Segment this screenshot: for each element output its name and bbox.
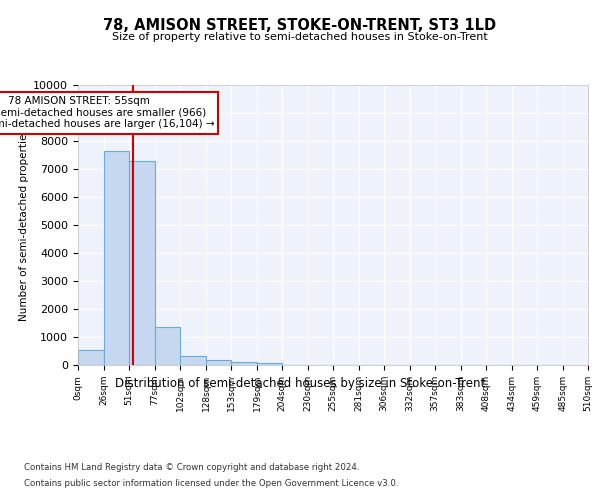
- Bar: [129, 160, 155, 365]
- Bar: [78, 350, 104, 365]
- Bar: [180, 356, 206, 365]
- Y-axis label: Number of semi-detached properties: Number of semi-detached properties: [19, 128, 29, 322]
- Bar: [155, 327, 180, 365]
- Bar: [104, 151, 129, 365]
- Text: Contains public sector information licensed under the Open Government Licence v3: Contains public sector information licen…: [24, 478, 398, 488]
- Text: 78, AMISON STREET, STOKE-ON-TRENT, ST3 1LD: 78, AMISON STREET, STOKE-ON-TRENT, ST3 1…: [103, 18, 497, 32]
- Bar: [257, 363, 282, 365]
- Text: 78 AMISON STREET: 55sqm
← 6% of semi-detached houses are smaller (966)
93% of se: 78 AMISON STREET: 55sqm ← 6% of semi-det…: [0, 96, 214, 130]
- Text: Contains HM Land Registry data © Crown copyright and database right 2024.: Contains HM Land Registry data © Crown c…: [24, 464, 359, 472]
- Bar: [206, 360, 231, 365]
- Text: Distribution of semi-detached houses by size in Stoke-on-Trent: Distribution of semi-detached houses by …: [115, 378, 485, 390]
- Bar: [231, 362, 257, 365]
- Text: Size of property relative to semi-detached houses in Stoke-on-Trent: Size of property relative to semi-detach…: [112, 32, 488, 42]
